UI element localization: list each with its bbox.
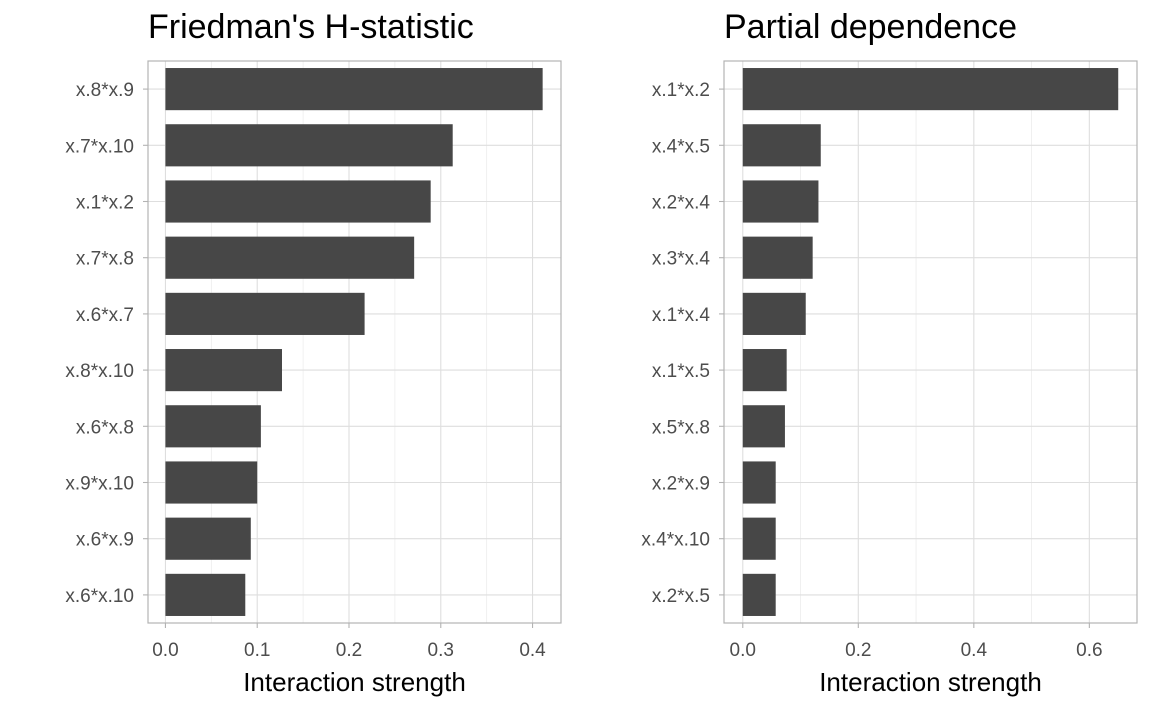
y-tick-labels: x.8*x.9 x.7*x.10 x.1*x.2 x.7*x.8 x.6*x.7 x.8*… (65, 80, 148, 607)
bar (742, 236, 813, 279)
x-tick-label: 0.4 (961, 640, 988, 661)
x-axis-label: Interaction strength (819, 667, 1042, 697)
bar (742, 517, 776, 560)
y-tick-label: x.6*x.7 (76, 305, 134, 326)
y-tick-label: x.4*x.10 (641, 530, 710, 551)
panel-partial-dependence: Partial dependence x.1*x.2 x.4*x.5 x.2*x.4… (641, 8, 1138, 697)
y-tick-label: x.7*x.10 (65, 136, 134, 157)
bar (742, 461, 776, 504)
y-tick-label: x.8*x.9 (76, 80, 134, 101)
y-tick-label: x.1*x.5 (652, 361, 710, 382)
bar (742, 349, 787, 392)
bar (165, 68, 543, 111)
grid (724, 61, 1137, 623)
bar (165, 405, 261, 448)
y-tick-label: x.6*x.10 (65, 586, 134, 607)
y-tick-label: x.2*x.4 (652, 193, 711, 214)
bar (165, 573, 246, 616)
bar (742, 573, 776, 616)
bar (165, 349, 282, 392)
bar (165, 292, 365, 335)
y-tick-label: x.2*x.5 (652, 586, 710, 607)
bar (742, 180, 819, 223)
panel-border (723, 60, 1138, 624)
chart-title: Partial dependence (724, 8, 1017, 46)
bar (165, 461, 258, 504)
y-tick-label: x.1*x.2 (652, 80, 710, 101)
bar (165, 124, 453, 167)
y-tick-label: x.9*x.10 (65, 474, 134, 495)
bar (742, 124, 821, 167)
chart-title: Friedman's H-statistic (148, 8, 474, 46)
x-tick-label: 0.3 (428, 640, 454, 661)
panel-friedman-h-statistic: Friedman's H-statistic x.8*x.9x.7*x.10x.… (65, 8, 562, 697)
x-tick-label: 0.0 (730, 640, 756, 661)
y-tick-labels: x.1*x.2 x.4*x.5 x.2*x.4 x.3*x.4 x.1*x.4 x.1*x… (641, 80, 724, 607)
y-tick-label: x.6*x.9 (76, 530, 134, 551)
bar (742, 405, 785, 448)
bars (165, 68, 543, 616)
y-tick-label: x.2*x.9 (652, 474, 710, 495)
bar (742, 292, 806, 335)
y-tick-label: x.3*x.4 (652, 249, 711, 270)
x-tick-label: 0.2 (845, 640, 871, 661)
x-tick-labels: 0.0 0.1 0.2 0.3 0.4 (152, 623, 546, 661)
x-axis-label: Interaction strength (243, 667, 466, 697)
bar (165, 517, 251, 560)
y-tick-label: x.5*x.8 (652, 417, 710, 438)
x-tick-label: 0.1 (244, 640, 270, 661)
y-tick-label: x.7*x.8 (76, 249, 134, 270)
bars (742, 68, 1119, 616)
x-tick-label: 0.0 (152, 640, 178, 661)
y-tick-label: x.4*x.5 (652, 136, 710, 157)
x-tick-label: 0.6 (1076, 640, 1102, 661)
bar (742, 68, 1119, 111)
bar (165, 180, 431, 223)
x-tick-labels: 0.0 0.2 0.4 0.6 (730, 623, 1103, 661)
y-tick-label: x.6*x.8 (76, 417, 134, 438)
panel-border (147, 60, 562, 624)
y-tick-label: x.1*x.2 (76, 193, 134, 214)
y-tick-label: x.8*x.10 (65, 361, 134, 382)
bar (165, 236, 415, 279)
x-tick-label: 0.4 (519, 640, 546, 661)
y-tick-label: x.1*x.4 (652, 305, 711, 326)
x-tick-label: 0.2 (336, 640, 362, 661)
